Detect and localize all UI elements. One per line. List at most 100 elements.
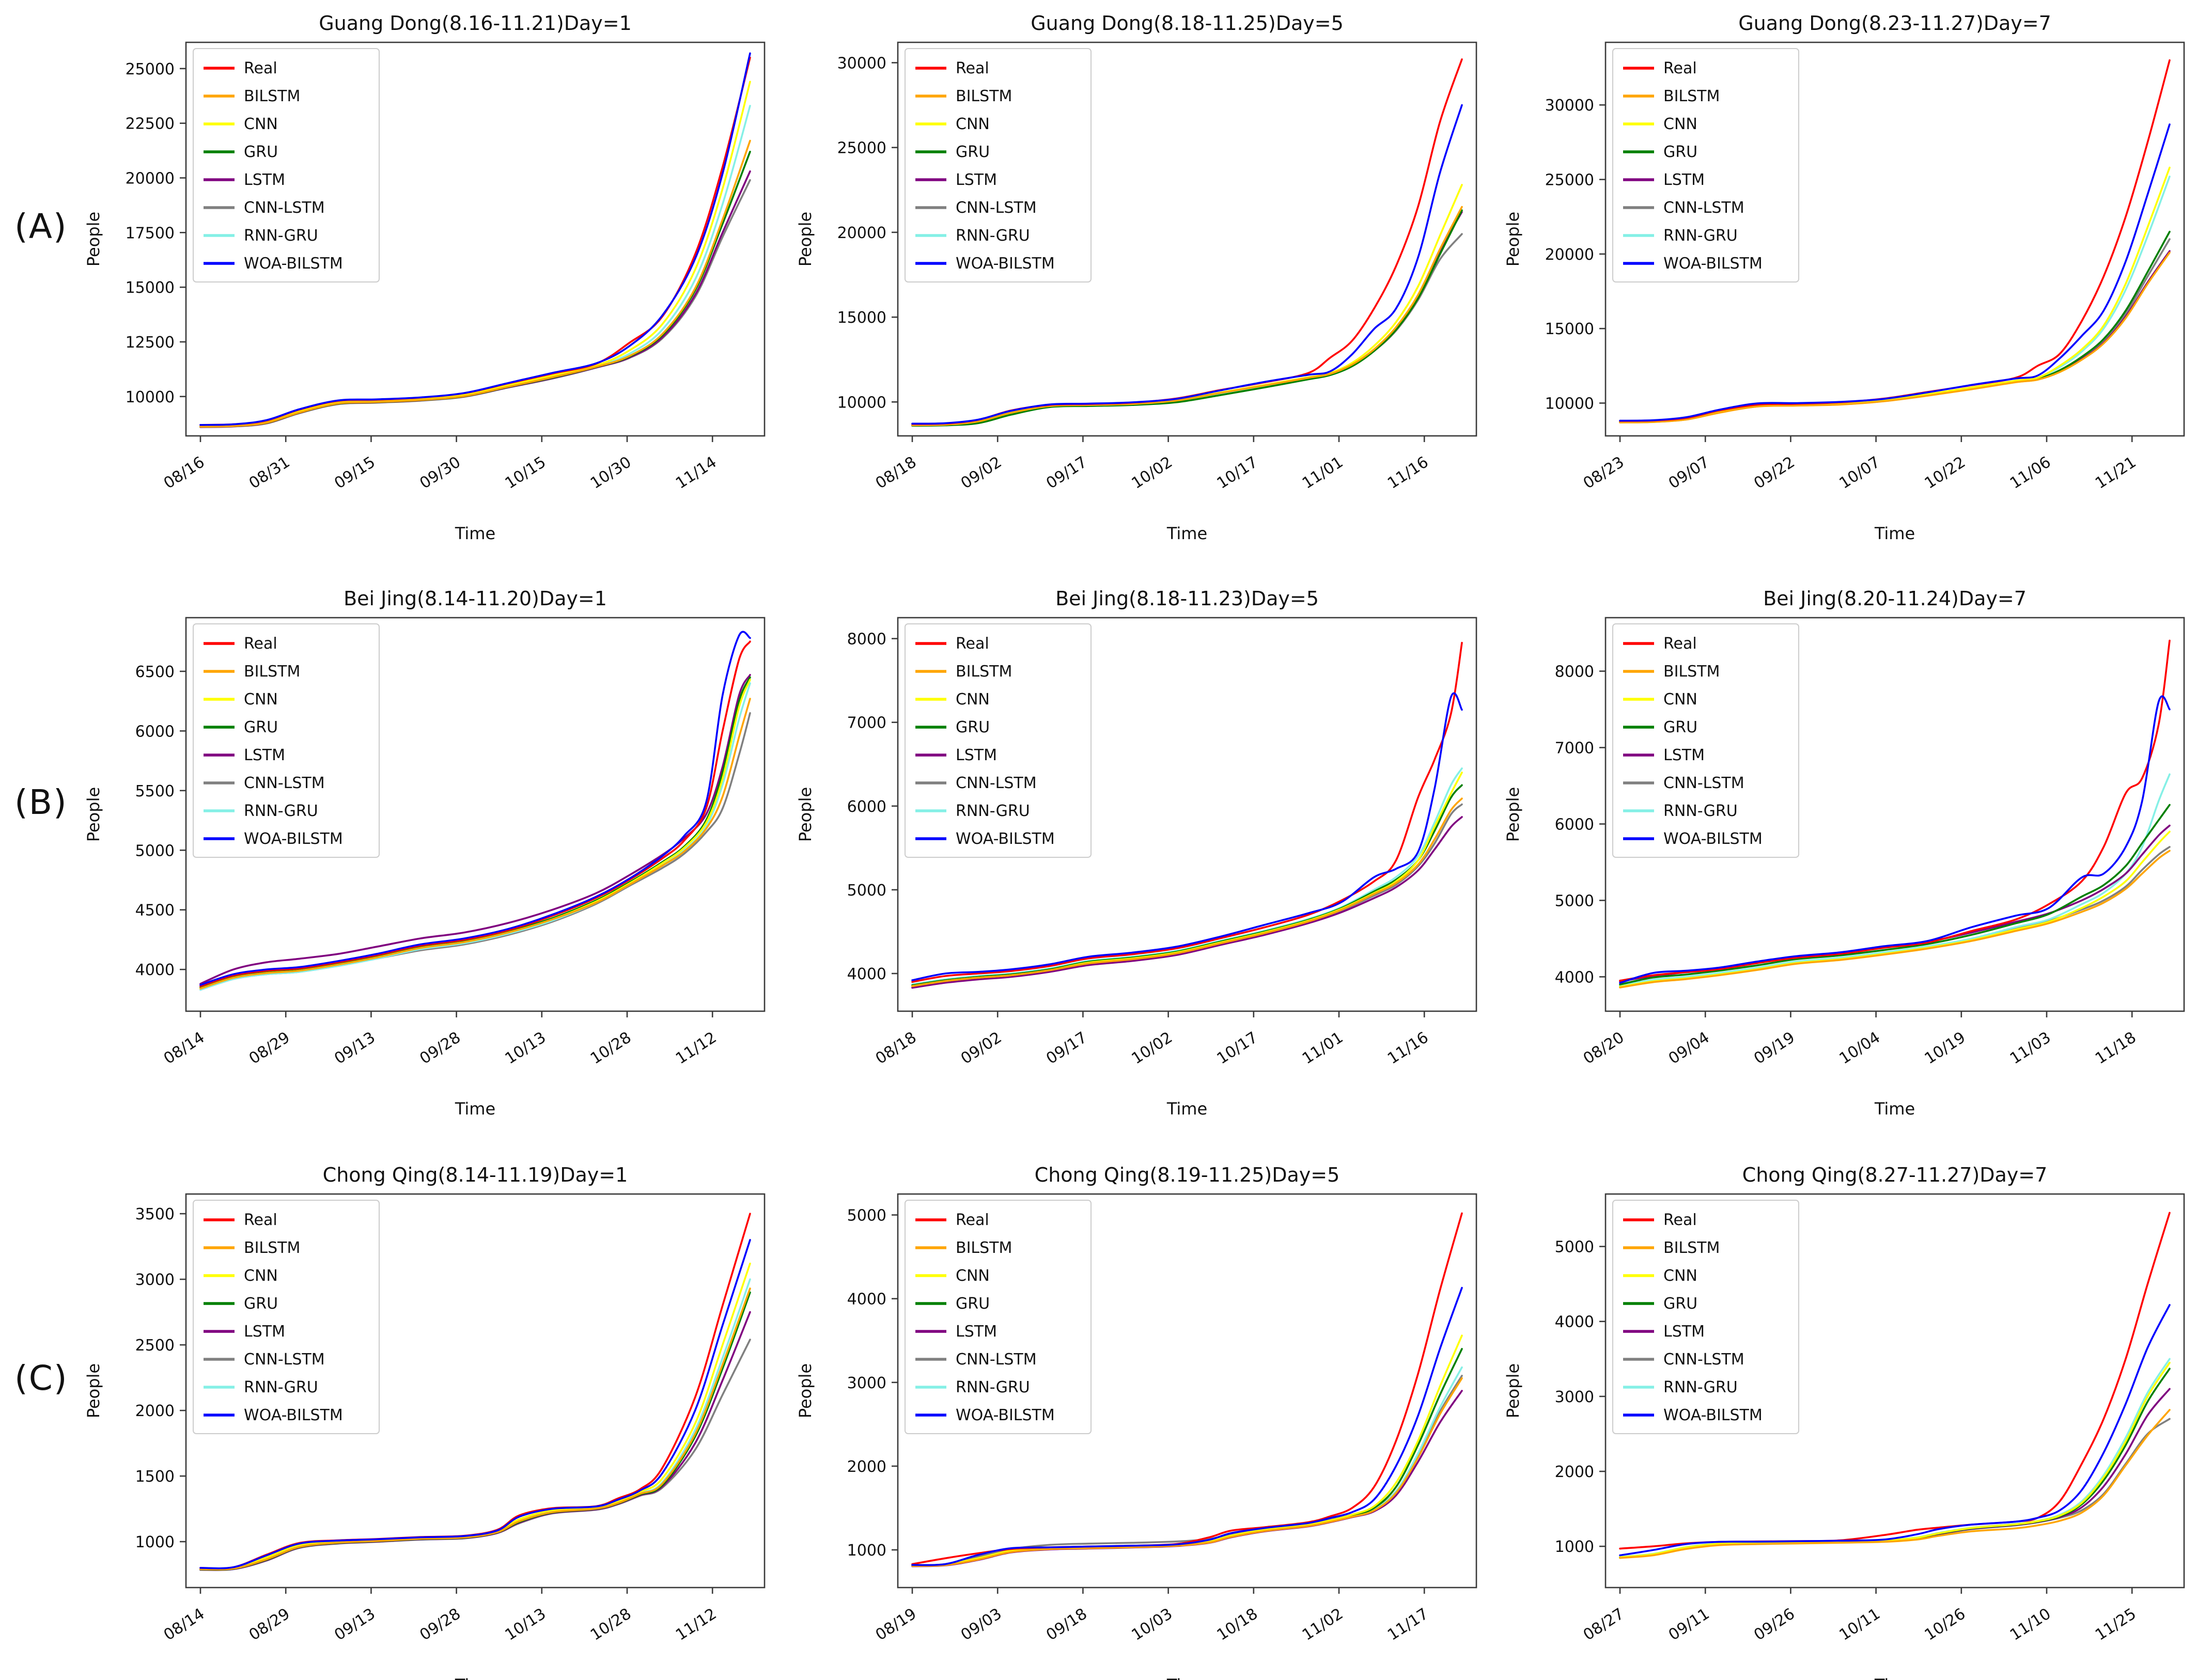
- legend-label-real: Real: [956, 635, 989, 653]
- x-tick-label: 08/23: [1580, 453, 1628, 492]
- legend-label-cnn: CNN: [244, 690, 278, 709]
- x-tick-label: 10/17: [1214, 453, 1261, 492]
- y-tick-label: 5000: [1555, 1238, 1594, 1257]
- legend-label-cnn: CNN: [956, 1267, 990, 1285]
- legend-label-lstm: LSTM: [1663, 171, 1705, 189]
- row-label-b: (B): [14, 782, 68, 822]
- legend-label-rnn-gru: RNN-GRU: [244, 1378, 318, 1396]
- plot-border: [897, 1193, 1477, 1589]
- legend-label-bilstm: BILSTM: [244, 663, 300, 681]
- x-tick-label: 08/29: [246, 1028, 293, 1067]
- legend-label-gru: GRU: [956, 143, 990, 161]
- legend-label-cnn-lstm: CNN-LSTM: [244, 1351, 325, 1369]
- x-tick-label: 09/02: [958, 453, 1005, 492]
- legend-label-rnn-gru: RNN-GRU: [244, 802, 318, 820]
- x-tick-label: 10/17: [1214, 1028, 1261, 1067]
- x-tick-label: 11/01: [1299, 1028, 1347, 1067]
- chart-title: Guang Dong(8.18-11.25)Day=5: [1031, 12, 1344, 35]
- legend-label-woa-bilstm: WOA-BILSTM: [244, 830, 343, 848]
- chart-chongqing-day7: Chong Qing(8.27-11.27)Day=7 1000 2000 3000 4…: [1492, 1159, 2194, 1680]
- series-line-bilstm: [199, 139, 751, 428]
- x-tick-label: 08/27: [1580, 1605, 1628, 1644]
- y-tick-label: 6500: [135, 663, 175, 681]
- series-line-bilstm: [1619, 1409, 2171, 1559]
- legend-label-cnn-lstm: CNN-LSTM: [1663, 199, 1744, 217]
- x-tick-label: 08/19: [872, 1605, 920, 1644]
- y-axis-label: People: [84, 1363, 103, 1418]
- y-tick-label: 25000: [837, 139, 886, 158]
- legend-label-cnn-lstm: CNN-LSTM: [244, 199, 325, 217]
- series-line-woa-bilstm: [1619, 695, 2171, 984]
- x-tick-label: 11/02: [1299, 1605, 1347, 1644]
- legend-label-rnn-gru: RNN-GRU: [956, 802, 1030, 820]
- legend-label-lstm: LSTM: [956, 1323, 997, 1341]
- legend-label-gru: GRU: [244, 1295, 278, 1313]
- y-tick-label: 1500: [135, 1468, 175, 1486]
- series-line-cnn: [1619, 1361, 2171, 1559]
- legend-label-bilstm: BILSTM: [956, 1239, 1012, 1257]
- x-tick-label: 08/14: [161, 1028, 208, 1067]
- x-tick-label: 11/10: [2007, 1605, 2054, 1644]
- y-tick-label: 4000: [1555, 1313, 1594, 1331]
- legend: Real BILSTM CNN GRU LSTM CNN-LSTM RNN-GRU WOA-B…: [1612, 623, 1799, 858]
- chart-beijing-day1: Bei Jing(8.14-11.20)Day=1 4000 4500 5000 550…: [72, 583, 775, 1142]
- chart-svg-chongqing-day7: Chong Qing(8.27-11.27)Day=7 1000 2000 3000 4…: [1503, 1164, 2185, 1680]
- chart-svg-guangdong-day5: Guang Dong(8.18-11.25)Day=5 10000 15000 200…: [796, 12, 1477, 543]
- y-tick-label: 30000: [1545, 97, 1594, 115]
- x-tick-label: 09/07: [1665, 453, 1713, 492]
- legend-label-bilstm: BILSTM: [1663, 1239, 1720, 1257]
- legend: Real BILSTM CNN GRU LSTM CNN-LSTM RNN-GRU WOA-B…: [1612, 1200, 1799, 1434]
- chart-title: Chong Qing(8.19-11.25)Day=5: [1035, 1164, 1340, 1186]
- y-tick-label: 5000: [1555, 892, 1594, 910]
- y-tick-label: 30000: [837, 54, 886, 72]
- x-tick-label: 09/02: [958, 1028, 1005, 1067]
- y-tick-label: 5000: [847, 1207, 886, 1225]
- y-tick-label: 17500: [126, 224, 175, 242]
- legend-label-cnn: CNN: [956, 115, 990, 133]
- x-tick-label: 08/29: [246, 1605, 293, 1644]
- x-axis-label: Time: [1166, 1099, 1207, 1119]
- y-tick-label: 15000: [126, 279, 175, 297]
- x-tick-label: 10/02: [1128, 453, 1176, 492]
- series-line-lstm: [199, 674, 751, 985]
- legend-label-gru: GRU: [956, 718, 990, 736]
- x-tick-label: 08/14: [161, 1605, 208, 1644]
- row-label-c: (C): [14, 1358, 68, 1398]
- x-tick-label: 09/30: [416, 453, 464, 492]
- x-tick-label: 09/28: [416, 1605, 464, 1644]
- x-tick-label: 10/15: [502, 453, 550, 492]
- legend-label-cnn: CNN: [956, 690, 990, 709]
- x-tick-label: 08/18: [872, 453, 920, 492]
- y-axis-label: People: [84, 787, 103, 842]
- plot-border: [897, 41, 1477, 437]
- y-tick-label: 4000: [847, 1291, 886, 1309]
- y-tick-label: 1000: [1555, 1538, 1594, 1556]
- y-axis-label: People: [1503, 1363, 1523, 1418]
- chart-svg-guangdong-day1: Guang Dong(8.16-11.21)Day=1 10000 12500 150…: [84, 12, 766, 543]
- series-line-bilstm: [1619, 850, 2171, 988]
- y-tick-label: 3000: [847, 1374, 886, 1392]
- legend-label-bilstm: BILSTM: [244, 87, 300, 105]
- chart-title: Bei Jing(8.18-11.23)Day=5: [1055, 587, 1319, 610]
- y-tick-label: 20000: [1545, 246, 1594, 264]
- x-axis-label: Time: [1874, 524, 1915, 543]
- x-tick-label: 09/19: [1751, 1028, 1798, 1067]
- plot-border: [185, 1193, 766, 1589]
- x-tick-label: 11/16: [1384, 1028, 1432, 1067]
- legend-label-real: Real: [1663, 635, 1697, 653]
- x-tick-label: 11/12: [673, 1605, 720, 1644]
- y-tick-label: 4000: [847, 965, 886, 983]
- chart-svg-beijing-day5: Bei Jing(8.18-11.23)Day=5 4000 5000 6000 700…: [796, 587, 1477, 1119]
- x-tick-label: 08/20: [1580, 1028, 1628, 1067]
- legend-label-real: Real: [1663, 1211, 1697, 1229]
- x-tick-label: 08/31: [246, 453, 293, 492]
- chart-chongqing-day5: Chong Qing(8.19-11.25)Day=5 1000 2000 3000 4…: [784, 1159, 1487, 1680]
- legend-label-real: Real: [244, 1211, 277, 1229]
- series-line-woa-bilstm: [911, 1286, 1463, 1566]
- y-tick-label: 8000: [847, 631, 886, 649]
- legend-box: [193, 1200, 380, 1434]
- legend-label-lstm: LSTM: [1663, 1323, 1705, 1341]
- y-tick-label: 20000: [126, 169, 175, 187]
- chart-svg-chongqing-day5: Chong Qing(8.19-11.25)Day=5 1000 2000 3000 4…: [796, 1164, 1477, 1680]
- legend-label-real: Real: [956, 1211, 989, 1229]
